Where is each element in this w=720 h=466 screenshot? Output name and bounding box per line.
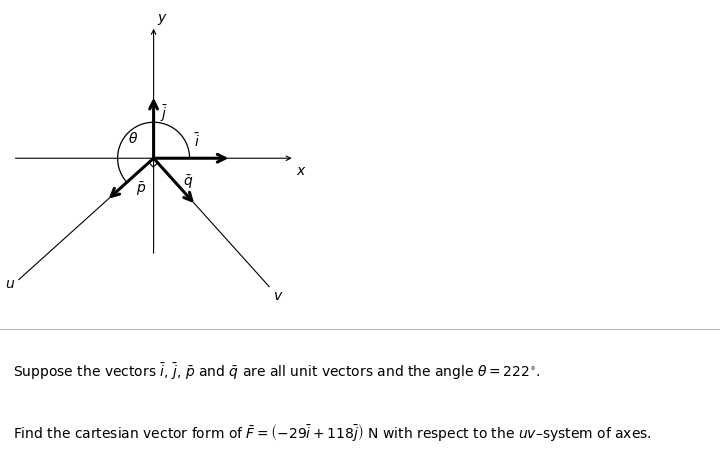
Text: $\theta$: $\theta$: [128, 130, 138, 145]
Text: $\bar{p}$: $\bar{p}$: [135, 180, 146, 198]
Text: $\bar{j}$: $\bar{j}$: [161, 103, 168, 123]
Text: $\bar{i}$: $\bar{i}$: [194, 132, 199, 150]
Text: $\bar{q}$: $\bar{q}$: [184, 173, 194, 191]
Text: $v$: $v$: [273, 289, 284, 303]
Text: $y$: $y$: [157, 12, 168, 27]
Text: $u$: $u$: [5, 277, 15, 291]
Text: Suppose the vectors $\bar{i}$, $\bar{j}$, $\bar{p}$ and $\bar{q}$ are all unit v: Suppose the vectors $\bar{i}$, $\bar{j}$…: [13, 361, 541, 382]
Text: Find the cartesian vector form of $\bar{F} = \left(-29\bar{i} + 118\bar{j}\right: Find the cartesian vector form of $\bar{…: [13, 422, 652, 443]
Text: $x$: $x$: [296, 164, 307, 178]
